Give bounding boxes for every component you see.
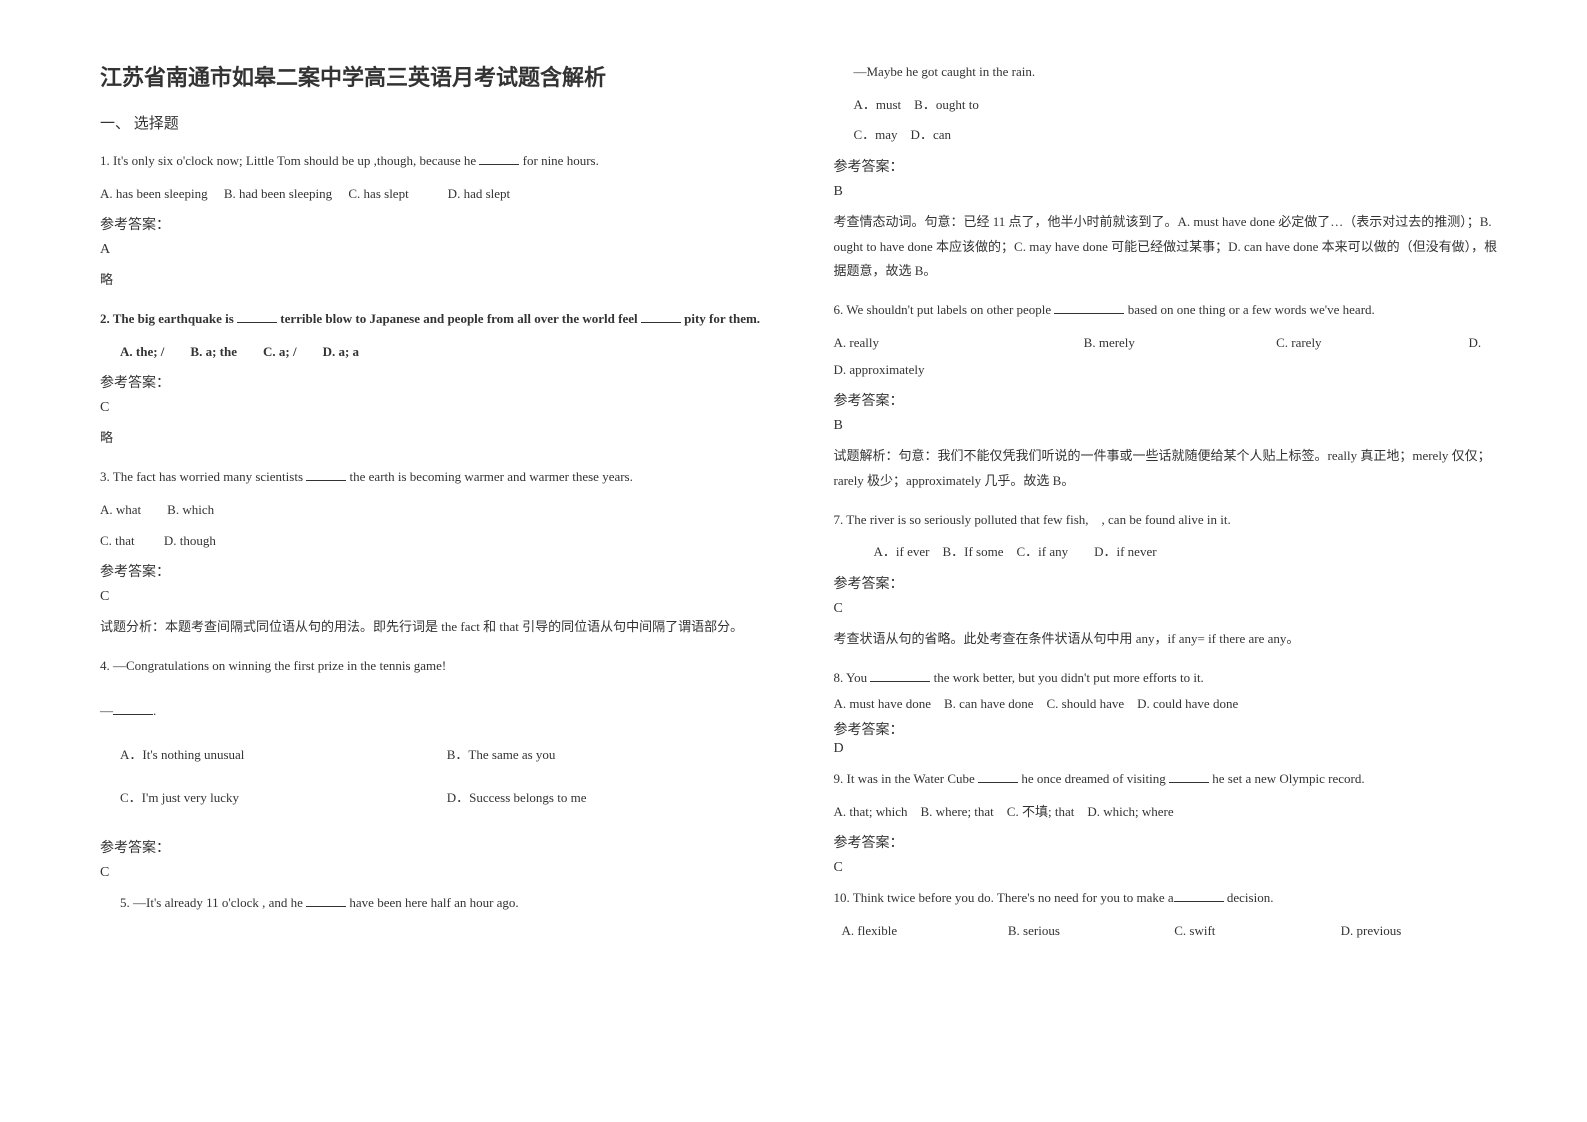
q10-stem-a: 10. Think twice before you do. There's n… bbox=[834, 890, 1174, 905]
q6-opt-b: B. merely bbox=[1084, 331, 1276, 356]
answer-label: 参考答案： bbox=[100, 372, 774, 392]
q3-stem-b: the earth is becoming warmer and warmer … bbox=[346, 469, 633, 484]
answer-label: 参考答案： bbox=[834, 390, 1508, 410]
q10-opt-b: B. serious bbox=[1008, 919, 1174, 944]
q4-options-row2: C．I'm just very lucky D．Success belongs … bbox=[100, 786, 774, 811]
q1-explain: 略 bbox=[100, 268, 774, 293]
q2-stem: 2. The big earthquake is terrible blow t… bbox=[100, 307, 774, 332]
q5-stem-line1: 5. —It's already 11 o'clock , and he hav… bbox=[100, 891, 774, 916]
q5-stem-line2: —Maybe he got caught in the rain. bbox=[834, 60, 1508, 85]
answer-label: 参考答案： bbox=[100, 214, 774, 234]
q6-options: A. really B. merely C. rarely D. bbox=[834, 331, 1508, 356]
q4-stem2b: . bbox=[153, 703, 156, 718]
q2-stem-c: pity for them. bbox=[681, 311, 760, 326]
q10-stem-b: decision. bbox=[1224, 890, 1274, 905]
q5-stem-a: 5. —It's already 11 o'clock , and he bbox=[120, 895, 306, 910]
q9-stem-a: 9. It was in the Water Cube bbox=[834, 771, 979, 786]
blank bbox=[1174, 888, 1224, 902]
q7-answer: C bbox=[834, 601, 1508, 617]
q5-answer: B bbox=[834, 184, 1508, 200]
q7-options: A．if ever B．If some C．if any D．if never bbox=[834, 540, 1508, 565]
q2-answer: C bbox=[100, 400, 774, 416]
blank bbox=[870, 668, 930, 682]
q3-options-1: A. what B. which bbox=[100, 498, 774, 523]
q1-stem-b: for nine hours. bbox=[519, 153, 598, 168]
q1-answer: A bbox=[100, 242, 774, 258]
q4-opt-b: B．The same as you bbox=[447, 743, 774, 768]
q3-stem-a: 3. The fact has worried many scientists bbox=[100, 469, 306, 484]
q3-options-2: C. that D. though bbox=[100, 529, 774, 554]
blank bbox=[113, 701, 153, 715]
q10-opt-d: D. previous bbox=[1341, 919, 1507, 944]
q1-stem: 1. It's only six o'clock now; Little Tom… bbox=[100, 149, 774, 174]
q8-options: A. must have done B. can have done C. sh… bbox=[834, 692, 1508, 717]
q4-options-row1: A．It's nothing unusual B．The same as you bbox=[100, 743, 774, 768]
blank bbox=[306, 893, 346, 907]
q7-explain: 考查状语从句的省略。此处考查在条件状语从句中用 any，if any= if t… bbox=[834, 627, 1508, 652]
q7-stem: 7. The river is so seriously polluted th… bbox=[834, 508, 1508, 533]
q5-options-1: A．must B．ought to bbox=[834, 93, 1508, 118]
blank bbox=[641, 309, 681, 323]
q10-stem: 10. Think twice before you do. There's n… bbox=[834, 886, 1508, 911]
q5-explain: 考查情态动词。句意：已经 11 点了，他半小时前就该到了。A. must hav… bbox=[834, 210, 1508, 284]
q10-options: A. flexible B. serious C. swift D. previ… bbox=[834, 919, 1508, 944]
q4-opt-c: C．I'm just very lucky bbox=[120, 786, 447, 811]
q6-explain: 试题解析：句意：我们不能仅凭我们听说的一件事或一些话就随便给某个人贴上标签。re… bbox=[834, 444, 1508, 493]
q3-answer: C bbox=[100, 589, 774, 605]
q4-stem-2: —. bbox=[100, 699, 774, 724]
q6-opt-d-prefix: D. bbox=[1469, 331, 1507, 356]
answer-label: 参考答案： bbox=[834, 156, 1508, 176]
section-heading: 一、 选择题 bbox=[100, 112, 774, 133]
q1-stem-a: 1. It's only six o'clock now; Little Tom… bbox=[100, 153, 479, 168]
q3-explain: 试题分析：本题考查间隔式同位语从句的用法。即先行词是 the fact 和 th… bbox=[100, 615, 774, 640]
q4-stem2a: — bbox=[100, 703, 113, 718]
answer-label: 参考答案： bbox=[834, 573, 1508, 593]
blank bbox=[978, 769, 1018, 783]
answer-label: 参考答案： bbox=[100, 837, 774, 857]
blank bbox=[237, 309, 277, 323]
q4-stem: 4. —Congratulations on winning the first… bbox=[100, 654, 774, 679]
q6-opt-a: A. really bbox=[834, 331, 1084, 356]
q8-stem-a: 8. You bbox=[834, 670, 871, 685]
blank bbox=[1054, 300, 1124, 314]
q9-stem-b: he once dreamed of visiting bbox=[1018, 771, 1169, 786]
blank bbox=[306, 467, 346, 481]
q2-stem-b: terrible blow to Japanese and people fro… bbox=[277, 311, 641, 326]
q4-opt-d: D．Success belongs to me bbox=[447, 786, 774, 811]
q8-stem-b: the work better, but you didn't put more… bbox=[930, 670, 1203, 685]
page: 江苏省南通市如皋二案中学高三英语月考试题含解析 一、 选择题 1. It's o… bbox=[0, 0, 1587, 980]
q10-opt-c: C. swift bbox=[1174, 919, 1340, 944]
answer-label: 参考答案： bbox=[834, 719, 1508, 739]
answer-label: 参考答案： bbox=[100, 561, 774, 581]
q4-opt-a: A．It's nothing unusual bbox=[120, 743, 447, 768]
q2-explain: 略 bbox=[100, 426, 774, 451]
q2-stem-a: 2. The big earthquake is bbox=[100, 311, 237, 326]
q6-stem-a: 6. We shouldn't put labels on other peop… bbox=[834, 302, 1055, 317]
q8-answer: D bbox=[834, 741, 1508, 757]
q5-stem-b: have been here half an hour ago. bbox=[346, 895, 519, 910]
q9-answer: C bbox=[834, 860, 1508, 876]
q10-opt-a: A. flexible bbox=[842, 919, 1008, 944]
q4-answer: C bbox=[100, 865, 774, 881]
q9-stem: 9. It was in the Water Cube he once drea… bbox=[834, 767, 1508, 792]
answer-label: 参考答案： bbox=[834, 832, 1508, 852]
blank bbox=[1169, 769, 1209, 783]
blank bbox=[479, 151, 519, 165]
q6-stem: 6. We shouldn't put labels on other peop… bbox=[834, 298, 1508, 323]
q2-options: A. the; / B. a; the C. a; / D. a; a bbox=[100, 340, 774, 365]
q8-stem: 8. You the work better, but you didn't p… bbox=[834, 666, 1508, 691]
q9-stem-c: he set a new Olympic record. bbox=[1209, 771, 1365, 786]
document-title: 江苏省南通市如皋二案中学高三英语月考试题含解析 bbox=[100, 60, 774, 92]
q3-stem: 3. The fact has worried many scientists … bbox=[100, 465, 774, 490]
left-column: 江苏省南通市如皋二案中学高三英语月考试题含解析 一、 选择题 1. It's o… bbox=[100, 60, 774, 950]
q1-options: A. has been sleeping B. had been sleepin… bbox=[100, 182, 774, 207]
q6-opt-d: D. approximately bbox=[834, 358, 1508, 383]
q5-options-2: C．may D．can bbox=[834, 123, 1508, 148]
right-column: —Maybe he got caught in the rain. A．must… bbox=[834, 60, 1508, 950]
q6-stem-b: based on one thing or a few words we've … bbox=[1124, 302, 1374, 317]
q6-opt-c: C. rarely bbox=[1276, 331, 1468, 356]
q6-answer: B bbox=[834, 418, 1508, 434]
q9-options: A. that; which B. where; that C. 不填; tha… bbox=[834, 800, 1508, 825]
